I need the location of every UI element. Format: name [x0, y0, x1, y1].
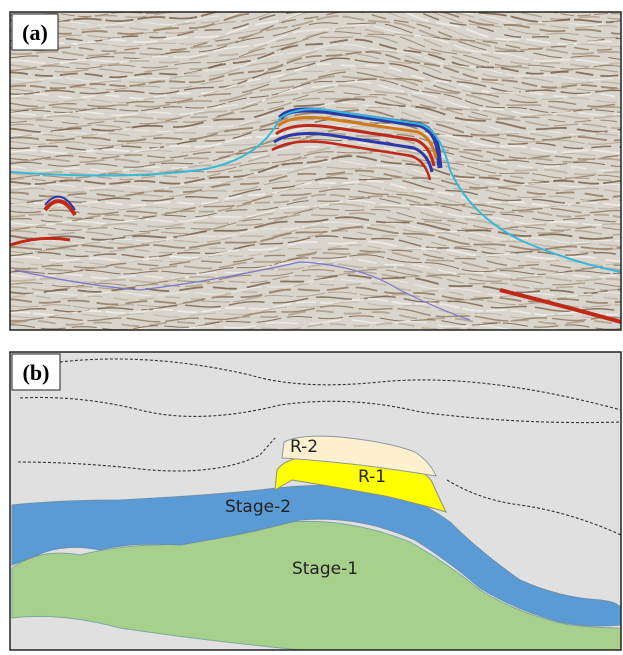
page: (a) R-2 R-1 Stage-2 Stage-1 (b) (() => {…	[0, 0, 623, 655]
unit-label: Stage-2	[225, 497, 291, 517]
figure: (a) R-2 R-1 Stage-2 Stage-1 (b)	[0, 0, 623, 655]
panel-label: (b)	[23, 360, 50, 385]
seismic-section	[10, 0, 622, 337]
unit-label: R-2	[290, 437, 318, 457]
panel-label: (a)	[22, 20, 48, 45]
unit-label: R-1	[358, 467, 386, 487]
unit-label: Stage-1	[292, 559, 358, 579]
